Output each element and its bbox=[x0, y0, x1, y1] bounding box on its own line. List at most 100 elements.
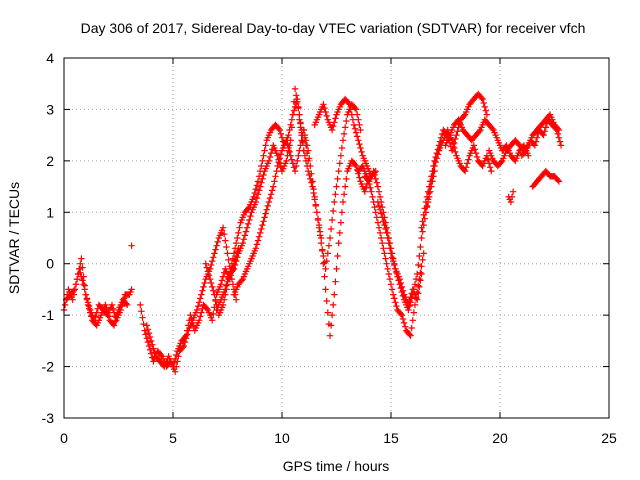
data-point bbox=[509, 188, 517, 195]
data-point bbox=[525, 152, 532, 159]
data-point bbox=[478, 94, 485, 102]
data-point bbox=[453, 131, 460, 139]
data-point bbox=[274, 162, 281, 170]
y-tick-labels: -3 -2 -1 0 1 2 3 4 bbox=[42, 50, 55, 426]
data-point bbox=[394, 273, 401, 280]
data-point bbox=[373, 179, 380, 186]
data-point bbox=[356, 121, 363, 129]
data-point bbox=[554, 130, 561, 138]
data-point bbox=[252, 198, 259, 206]
data-point bbox=[409, 317, 416, 324]
data-point bbox=[373, 214, 380, 221]
data-point bbox=[384, 234, 391, 242]
data-point bbox=[351, 161, 359, 168]
data-point bbox=[138, 308, 145, 315]
data-point bbox=[352, 162, 360, 170]
data-point bbox=[189, 319, 196, 327]
data-point bbox=[423, 202, 431, 210]
data-point bbox=[331, 198, 338, 206]
data-point bbox=[277, 130, 285, 138]
data-point bbox=[479, 95, 486, 103]
data-point bbox=[320, 101, 327, 108]
data-point bbox=[356, 140, 363, 148]
data-point bbox=[382, 225, 389, 233]
data-point bbox=[400, 319, 408, 327]
data-point bbox=[255, 173, 263, 180]
y-tick-label: -1 bbox=[42, 307, 55, 323]
data-point bbox=[271, 178, 278, 185]
data-point bbox=[170, 359, 178, 366]
y-tick-label: 3 bbox=[46, 101, 54, 117]
data-point bbox=[112, 318, 119, 325]
data-point bbox=[146, 346, 154, 354]
data-point bbox=[287, 152, 294, 159]
data-point bbox=[197, 313, 204, 320]
data-point bbox=[483, 111, 491, 118]
data-point bbox=[218, 277, 226, 284]
data-point bbox=[357, 144, 364, 152]
data-point bbox=[335, 167, 342, 175]
data-point bbox=[148, 337, 155, 345]
data-point bbox=[87, 309, 94, 316]
data-point bbox=[229, 281, 237, 288]
data-point bbox=[231, 245, 239, 252]
data-point bbox=[241, 232, 249, 239]
data-point bbox=[337, 219, 345, 226]
data-point bbox=[257, 229, 264, 237]
data-point bbox=[255, 233, 263, 240]
data-point bbox=[252, 185, 259, 193]
data-point bbox=[276, 126, 283, 134]
data-point bbox=[342, 183, 349, 190]
data-point bbox=[355, 137, 362, 144]
data-point bbox=[224, 278, 231, 285]
data-point bbox=[418, 263, 425, 270]
data-series bbox=[311, 95, 379, 180]
data-point bbox=[260, 171, 267, 179]
data-point bbox=[407, 332, 414, 339]
data-point bbox=[222, 286, 229, 293]
data-series bbox=[505, 167, 563, 206]
data-point bbox=[229, 255, 237, 262]
data-point bbox=[393, 302, 400, 310]
data-point bbox=[393, 269, 400, 276]
data-point bbox=[473, 153, 481, 161]
data-point bbox=[258, 225, 265, 233]
data-point bbox=[78, 255, 85, 262]
data-point bbox=[396, 281, 403, 288]
data-point bbox=[354, 111, 361, 118]
data-point bbox=[410, 309, 418, 316]
data-point bbox=[223, 243, 230, 251]
data-series bbox=[422, 126, 495, 216]
data-point bbox=[184, 327, 191, 334]
data-point bbox=[302, 157, 310, 165]
data-point bbox=[451, 144, 458, 152]
data-point bbox=[464, 160, 471, 167]
data-point bbox=[266, 194, 274, 202]
data-point bbox=[210, 287, 217, 294]
data-point bbox=[378, 234, 385, 242]
data-point bbox=[81, 286, 88, 293]
data-point bbox=[71, 286, 79, 293]
data-point bbox=[386, 275, 394, 283]
y-tick-label: 4 bbox=[46, 50, 54, 66]
data-point bbox=[181, 333, 189, 341]
data-point bbox=[302, 137, 310, 144]
data-point bbox=[275, 125, 282, 132]
data-point bbox=[358, 148, 365, 156]
data-point bbox=[320, 252, 327, 260]
data-point bbox=[417, 269, 424, 276]
data-point bbox=[198, 291, 205, 298]
data-point bbox=[301, 131, 309, 139]
data-point bbox=[371, 171, 378, 179]
data-point bbox=[182, 332, 190, 339]
data-point bbox=[323, 297, 330, 305]
data-point bbox=[277, 151, 285, 158]
data-point bbox=[397, 310, 404, 318]
data-series bbox=[137, 224, 240, 375]
data-point bbox=[194, 302, 202, 310]
data-point bbox=[209, 317, 216, 324]
y-axis-label: SDTVAR / TECUs bbox=[6, 182, 22, 294]
x-tick-label: 10 bbox=[274, 430, 290, 446]
data-point bbox=[415, 282, 422, 289]
data-points bbox=[60, 85, 565, 375]
